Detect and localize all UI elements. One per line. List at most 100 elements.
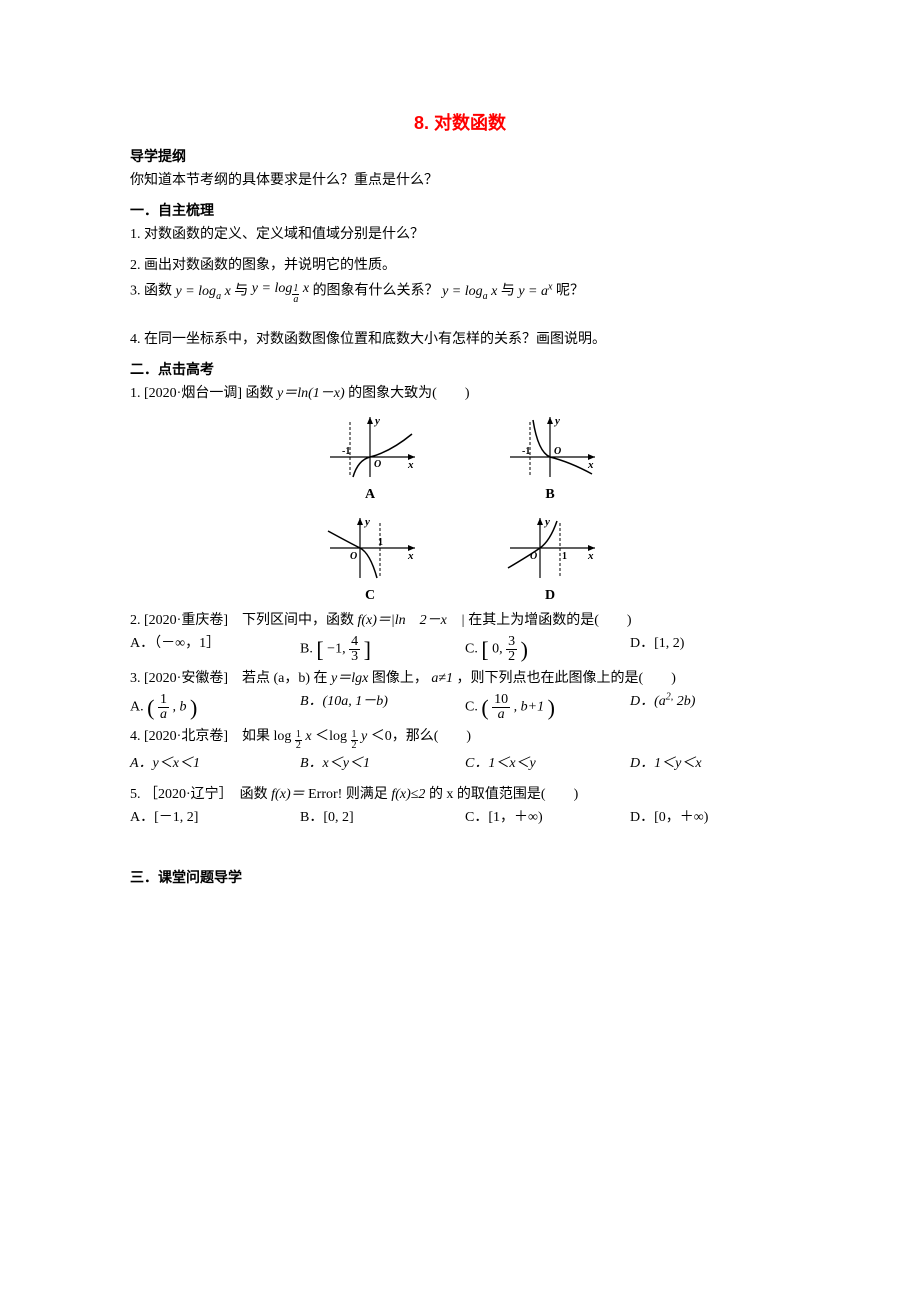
rparen: ) bbox=[548, 691, 555, 724]
text: A. bbox=[130, 700, 147, 715]
figure-row-ab: -1 O x y A -1 O x y B bbox=[130, 412, 790, 505]
text: 1. [2020·烟台一调] 函数 bbox=[130, 386, 277, 401]
num: 1 bbox=[158, 693, 169, 708]
sec3-heading: 三．课堂问题导学 bbox=[130, 868, 790, 889]
sec1-q4: 4. 在同一坐标系中，对数函数图像位置和底数大小有怎样的关系？画图说明。 bbox=[130, 329, 790, 350]
x: x bbox=[305, 729, 311, 744]
plot-a-svg: -1 O x y bbox=[320, 412, 420, 482]
q4-options: A．y＜x＜1 B．x＜y＜1 C．1＜x＜y D．1＜y＜x bbox=[130, 753, 790, 774]
svg-text:x: x bbox=[587, 550, 594, 562]
svg-text:y: y bbox=[543, 516, 550, 528]
lbracket: [ bbox=[481, 633, 488, 666]
q5-opt-a: A．[－1, 2] bbox=[130, 807, 300, 828]
text: 4. [2020·北京卷] 如果 log bbox=[130, 729, 291, 744]
a: a bbox=[659, 694, 666, 709]
svg-text:y: y bbox=[363, 516, 370, 528]
svg-text:x: x bbox=[587, 459, 594, 471]
svg-text:-1: -1 bbox=[342, 446, 350, 457]
svg-text:O: O bbox=[350, 551, 357, 562]
den: 2 bbox=[506, 650, 517, 664]
sec1-q3: 3. 函数 y = loga x 与 y = log 1 a x 的图象有什么关… bbox=[130, 278, 790, 305]
plot-b-svg: -1 O x y bbox=[500, 412, 600, 482]
text: 3. [2020·安徽卷] 若点 (a，b) 在 bbox=[130, 671, 331, 686]
rparen: ) bbox=[190, 691, 197, 724]
text: 在其上为增函数的是( ) bbox=[468, 613, 631, 628]
text: ＜log bbox=[315, 729, 347, 744]
math-log-1-over-a-x: y = log 1 a x bbox=[252, 278, 309, 305]
figure-label-c: C bbox=[365, 585, 375, 606]
y: y bbox=[361, 729, 367, 744]
text: B. bbox=[300, 642, 316, 657]
text: , b bbox=[172, 700, 186, 715]
lparen: ( bbox=[147, 691, 154, 724]
text: D．( bbox=[630, 694, 659, 709]
text: 的 x 的取值范围是( ) bbox=[429, 787, 578, 802]
sec1-heading: 一．自主梳理 bbox=[130, 201, 790, 222]
text: 的图象大致为( ) bbox=[348, 386, 469, 401]
q2-opt-d: D．[1, 2) bbox=[630, 633, 684, 666]
text: ，则下列点也在此图像上的是( ) bbox=[457, 671, 676, 686]
text: , b+1 bbox=[514, 700, 544, 715]
figure-label-d: D bbox=[545, 585, 555, 606]
q5-opt-c: C．[1，＋∞) bbox=[465, 807, 630, 828]
den: a bbox=[492, 708, 510, 722]
text: 的图象有什么关系？ bbox=[313, 284, 443, 299]
svg-text:1: 1 bbox=[378, 537, 383, 548]
figure-d: O 1 x y D bbox=[500, 513, 600, 606]
num: 10 bbox=[492, 693, 510, 708]
svg-text:1: 1 bbox=[562, 551, 567, 562]
text: 2b) bbox=[673, 694, 695, 709]
text: 3. 函数 bbox=[130, 284, 176, 299]
text: 与 bbox=[501, 284, 519, 299]
arg: x bbox=[299, 281, 309, 296]
plot-d-svg: O 1 x y bbox=[500, 513, 600, 583]
text: 5. ［2020·辽宁］ 函数 bbox=[130, 787, 271, 802]
daoxue-line: 你知道本节考纲的具体要求是什么？重点是什么？ bbox=[130, 170, 790, 191]
math: f(x)＝ bbox=[271, 787, 304, 802]
q4-opt-b: B．x＜y＜1 bbox=[300, 753, 465, 774]
math: f(x)≤2 bbox=[391, 787, 425, 802]
svg-text:O: O bbox=[374, 459, 381, 470]
text: 0, bbox=[492, 642, 506, 657]
plot-c-svg: O 1 x y bbox=[320, 513, 420, 583]
text: C. bbox=[465, 700, 481, 715]
figure-c: O 1 x y C bbox=[320, 513, 420, 606]
rparen: ) bbox=[521, 633, 528, 666]
figure-row-cd: O 1 x y C O 1 x y D bbox=[130, 513, 790, 606]
q2-opt-a: A．（－∞，1］ bbox=[130, 633, 300, 666]
figure-b: -1 O x y B bbox=[500, 412, 600, 505]
sec2-q1: 1. [2020·烟台一调] 函数 y＝ln(1－x) 的图象大致为( ) bbox=[130, 383, 790, 404]
q2-opt-c: C. [ 0, 3 2 ) bbox=[465, 633, 630, 666]
q4-opt-d: D．1＜y＜x bbox=[630, 753, 702, 774]
text: y = a bbox=[518, 284, 548, 299]
q4-opt-a: A．y＜x＜1 bbox=[130, 753, 300, 774]
math: y＝lgx bbox=[331, 671, 368, 686]
q5-opt-d: D．[0，＋∞) bbox=[630, 807, 708, 828]
svg-text:O: O bbox=[530, 551, 537, 562]
text: 呢？ bbox=[556, 284, 584, 299]
text: 2. [2020·重庆卷] 下列区间中，函数 bbox=[130, 613, 358, 628]
svg-text:O: O bbox=[554, 446, 561, 457]
lparen: ( bbox=[481, 691, 488, 724]
q3-opt-a: A. ( 1 a , b ) bbox=[130, 691, 300, 724]
arg: x bbox=[488, 284, 498, 299]
sec2-q5: 5. ［2020·辽宁］ 函数 f(x)＝ Error! 则满足 f(x)≤2 … bbox=[130, 784, 790, 805]
num: 4 bbox=[349, 635, 360, 650]
arg: x bbox=[221, 284, 231, 299]
q3-opt-d: D．(a2, 2b) bbox=[630, 691, 695, 724]
sec2-q4: 4. [2020·北京卷] 如果 log 1 2 x ＜log 1 2 y ＜0… bbox=[130, 726, 790, 751]
text: ＜0，那么( ) bbox=[371, 729, 471, 744]
svg-text:y: y bbox=[373, 415, 380, 427]
sec2-heading: 二．点击高考 bbox=[130, 360, 790, 381]
lbracket: [ bbox=[316, 633, 323, 666]
sec2-q2: 2. [2020·重庆卷] 下列区间中，函数 f(x)＝|ln 2－x | 在其… bbox=[130, 610, 790, 631]
page-title: 8. 对数函数 bbox=[130, 110, 790, 137]
error-text: Error! bbox=[308, 787, 342, 802]
text: C. bbox=[465, 642, 481, 657]
text: y = log bbox=[252, 281, 293, 296]
text: −1, bbox=[327, 642, 349, 657]
math: a≠1 bbox=[431, 671, 453, 686]
rbracket: ] bbox=[364, 633, 371, 666]
math: f(x)＝|ln 2－x | bbox=[358, 613, 465, 628]
text: 图像上， bbox=[372, 671, 428, 686]
